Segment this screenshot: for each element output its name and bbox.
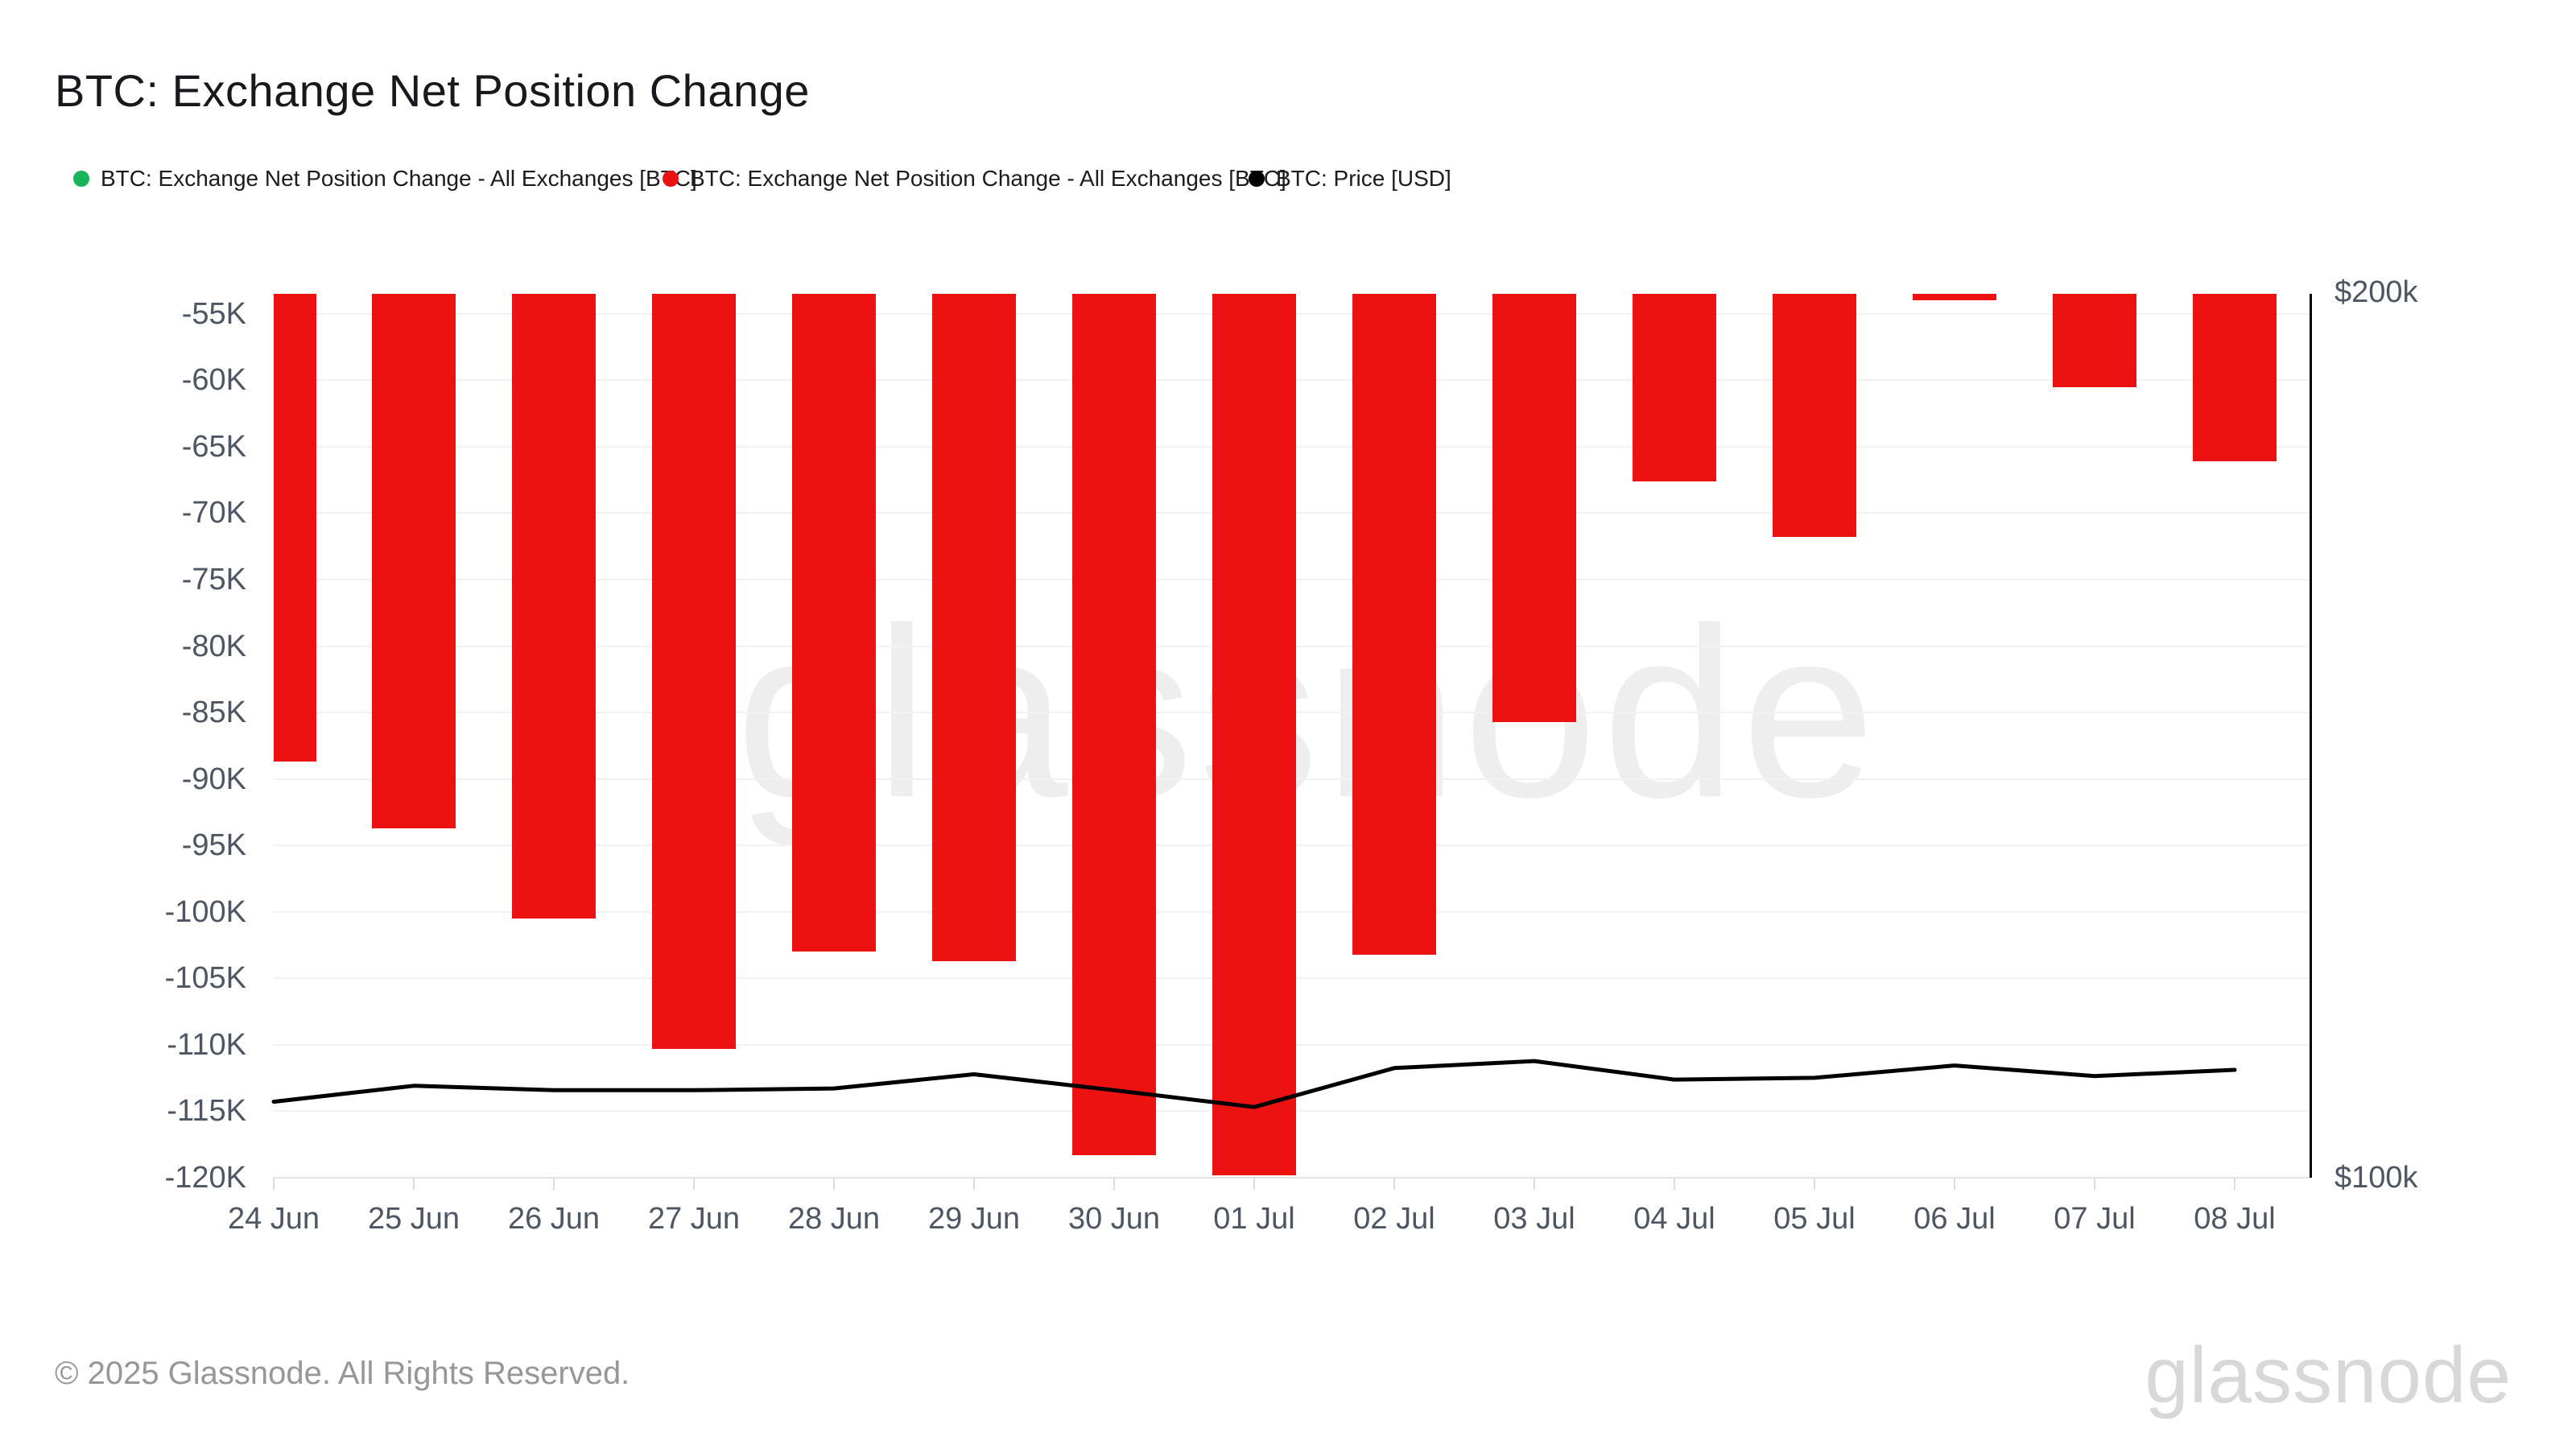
y-axis-tick-label: -90K	[181, 762, 246, 796]
x-axis-tick	[1674, 1178, 1675, 1190]
x-axis-date-label: 01 Jul	[1213, 1202, 1295, 1236]
x-axis-tick	[693, 1178, 695, 1190]
legend-item-net-position-green[interactable]: BTC: Exchange Net Position Change - All …	[73, 163, 697, 195]
net-position-bar-29-Jun[interactable]	[932, 294, 1016, 961]
net-position-bar-04-Jul[interactable]	[1633, 294, 1716, 481]
x-axis-date-label: 05 Jul	[1773, 1202, 1856, 1236]
x-axis-tick	[413, 1178, 415, 1190]
legend-item-net-position-red[interactable]: BTC: Exchange Net Position Change - All …	[663, 163, 1286, 195]
x-axis-date-label: 06 Jul	[1913, 1202, 1996, 1236]
net-position-bar-03-Jul[interactable]	[1492, 294, 1576, 722]
page-title: BTC: Exchange Net Position Change	[55, 65, 810, 116]
y-axis-tick-label: -105K	[164, 961, 246, 996]
legend-label: BTC: Price [USD]	[1276, 166, 1451, 191]
net-position-bar-08-Jul[interactable]	[2193, 294, 2277, 462]
net-position-bar-07-Jul[interactable]	[2053, 294, 2136, 387]
net-position-bar-02-Jul[interactable]	[1352, 294, 1436, 955]
x-axis-date-label: 07 Jul	[2054, 1202, 2136, 1236]
net-position-bar-06-Jul[interactable]	[1913, 294, 1996, 301]
net-position-bar-25-Jun[interactable]	[372, 294, 456, 828]
y-axis-tick-label: -115K	[167, 1094, 246, 1129]
x-axis-date-label: 04 Jul	[1633, 1202, 1715, 1236]
y-axis-tick-label: -65K	[181, 429, 246, 464]
y-axis-tick-label: -60K	[181, 363, 246, 398]
y-axis-tick-label: -80K	[181, 629, 246, 663]
y-axis-tick-label: -75K	[181, 562, 246, 597]
green-series-dot-icon	[73, 171, 89, 187]
x-axis-tick	[553, 1178, 555, 1190]
x-axis-tick	[973, 1178, 975, 1190]
right-axis-spine	[2310, 294, 2312, 1178]
x-axis-tick	[833, 1178, 835, 1190]
x-axis-tick	[2234, 1178, 2235, 1190]
net-position-bar-30-Jun[interactable]	[1072, 294, 1156, 1155]
x-axis-tick	[1954, 1178, 1955, 1190]
x-axis-date-label: 27 Jun	[647, 1202, 741, 1236]
net-position-bar-28-Jun[interactable]	[792, 294, 876, 952]
y-axis-tick-label: -100K	[164, 894, 246, 929]
red-series-dot-icon	[663, 171, 679, 187]
x-axis-tick	[1113, 1178, 1115, 1190]
x-axis-date-label: 24 Jun	[227, 1202, 320, 1236]
x-axis-date-label: 02 Jul	[1353, 1202, 1435, 1236]
y-axis-tick-label: -120K	[164, 1161, 246, 1195]
x-axis-date-label: 25 Jun	[367, 1202, 460, 1236]
y-axis-tick-label: -95K	[181, 828, 246, 863]
x-axis-line	[274, 1177, 2310, 1179]
x-axis-date-label: 26 Jun	[507, 1202, 601, 1236]
right-axis-label-100k: $100k	[2334, 1161, 2418, 1195]
black-series-dot-icon	[1249, 171, 1265, 187]
y-axis-tick-label: -70K	[181, 496, 246, 530]
glassnode-logo: glassnode	[2145, 1331, 2512, 1419]
legend-label: BTC: Exchange Net Position Change - All …	[101, 166, 697, 191]
net-position-bar-05-Jul[interactable]	[1773, 294, 1856, 538]
right-axis-label-200k: $200k	[2334, 275, 2418, 309]
net-position-bar-27-Jun[interactable]	[652, 294, 736, 1049]
btc-price-line[interactable]	[271, 1059, 2237, 1109]
x-axis-tick	[2094, 1178, 2095, 1190]
copyright-text: © 2025 Glassnode. All Rights Reserved.	[55, 1356, 630, 1391]
x-axis-tick	[1393, 1178, 1395, 1190]
x-axis-date-label: 08 Jul	[2194, 1202, 2276, 1236]
legend-item-btc-price[interactable]: BTC: Price [USD]	[1249, 163, 1451, 195]
net-position-bar-24-Jun[interactable]	[274, 294, 316, 762]
x-axis-tick	[1534, 1178, 1535, 1190]
y-axis-tick-label: -55K	[181, 296, 246, 331]
net-position-bar-01-Jul[interactable]	[1212, 294, 1296, 1175]
x-axis-date-label: 03 Jul	[1493, 1202, 1575, 1236]
y-axis-tick-label: -85K	[181, 696, 246, 730]
y-axis-tick-label: -110K	[167, 1027, 246, 1062]
x-axis-tick	[1814, 1178, 1815, 1190]
x-axis-date-label: 29 Jun	[927, 1202, 1021, 1236]
legend-label: BTC: Exchange Net Position Change - All …	[690, 166, 1286, 191]
x-axis-tick	[273, 1178, 275, 1190]
x-axis-tick	[1253, 1178, 1255, 1190]
net-position-bar-26-Jun[interactable]	[512, 294, 596, 919]
x-axis-date-label: 30 Jun	[1067, 1202, 1161, 1236]
x-axis-date-label: 28 Jun	[787, 1202, 881, 1236]
